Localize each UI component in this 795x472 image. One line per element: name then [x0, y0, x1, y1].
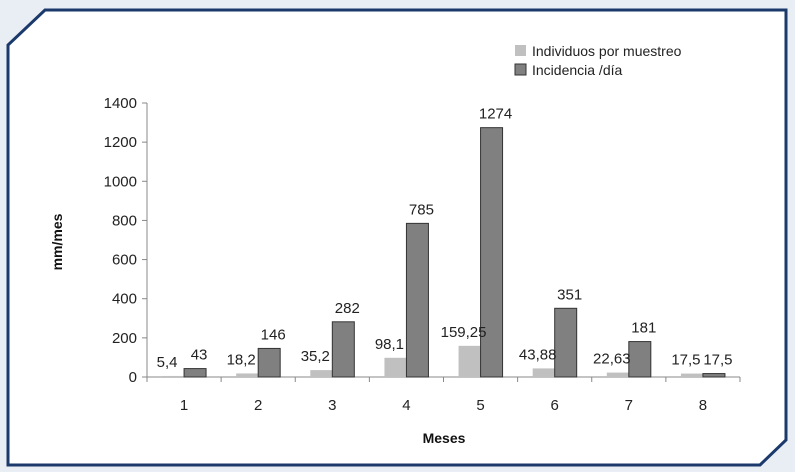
data-label: 159,25 [441, 324, 487, 341]
y-tick-label: 1400 [104, 95, 137, 112]
data-label: 18,2 [227, 351, 256, 368]
data-label: 22,63 [593, 351, 631, 368]
data-label: 1274 [479, 106, 512, 123]
data-label: 785 [409, 201, 434, 218]
bar-individuos [236, 373, 259, 377]
data-label: 17,5 [671, 352, 700, 369]
bar-incidencia [183, 368, 207, 378]
bars-layer [162, 127, 726, 378]
bar-individuos [310, 370, 333, 377]
data-label: 35,2 [301, 348, 330, 365]
x-tick-label: 5 [476, 397, 484, 414]
y-tick-label: 1200 [104, 134, 137, 151]
bar-incidencia [628, 341, 652, 378]
x-tick-label: 6 [551, 397, 559, 414]
y-axis-title: mm/mes [49, 213, 65, 270]
bar-individuos [680, 373, 703, 377]
bar-incidencia [702, 373, 726, 378]
legend-label: Individuos por muestreo [532, 43, 682, 59]
legend-label: Incidencia /día [532, 62, 622, 78]
x-tick-label: 1 [180, 397, 188, 414]
y-tick-label: 600 [112, 252, 137, 269]
legend: Individuos por muestreo Incidencia /día [514, 43, 682, 78]
data-label: 181 [631, 320, 656, 337]
bar-individuos [458, 345, 481, 377]
bar-incidencia [257, 347, 281, 378]
bar-incidencia [554, 307, 578, 378]
bar-individuos [384, 357, 407, 377]
y-tick-label: 800 [112, 212, 137, 229]
x-tick-label: 2 [254, 397, 262, 414]
data-labels-layer: 5,4 18,2 35,2 98,1 159,25 43,88 22,63 17,5 43 146… [157, 106, 733, 371]
x-tick-label: 4 [402, 397, 410, 414]
data-label: 146 [261, 326, 286, 343]
data-label: 43 [191, 347, 208, 364]
y-tick-label: 0 [129, 369, 137, 386]
data-label: 351 [557, 286, 582, 303]
data-label: 5,4 [157, 354, 178, 371]
x-tick-label: 8 [699, 397, 707, 414]
y-tick-label: 200 [112, 330, 137, 347]
data-label: 43,88 [519, 346, 557, 363]
y-tick-label: 400 [112, 291, 137, 308]
x-tick-label: 7 [625, 397, 633, 414]
legend-swatch [515, 45, 526, 56]
legend-swatch [514, 63, 527, 76]
data-label: 282 [335, 300, 360, 317]
bar-incidencia [480, 127, 504, 378]
bar-individuos [606, 372, 629, 377]
bar-individuos [162, 375, 185, 377]
data-label: 98,1 [375, 336, 404, 353]
bar-incidencia [405, 222, 429, 378]
bar-individuos [532, 368, 555, 377]
bar-incidencia [331, 321, 355, 378]
x-tick-label: 3 [328, 397, 336, 414]
data-label: 17,5 [703, 352, 732, 369]
x-axis-title: Meses [423, 430, 466, 446]
axes-layer: 0 200 400 600 800 1000 1200 1400 1 2 3 4 5 6 7 8 [104, 95, 741, 414]
y-tick-label: 1000 [104, 173, 137, 190]
